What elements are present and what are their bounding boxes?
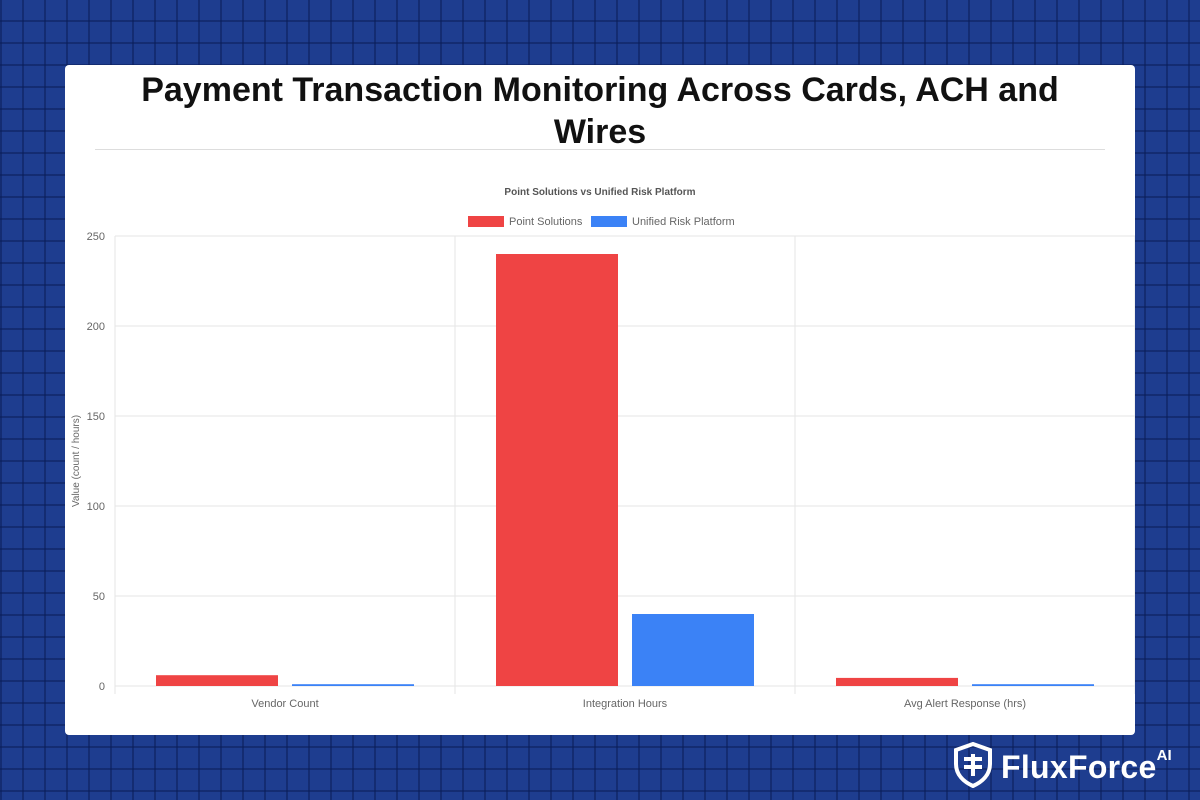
brand-suffix: AI [1156, 746, 1172, 764]
legend-swatch-unified-platform[interactable] [591, 216, 627, 227]
y-tick-label: 50 [93, 591, 105, 603]
legend-label-unified-platform[interactable]: Unified Risk Platform [632, 216, 735, 228]
brand-name: FluxForce [1001, 748, 1157, 785]
chart-card: Payment Transaction Monitoring Across Ca… [65, 65, 1135, 735]
chart-title: Point Solutions vs Unified Risk Platform [504, 187, 695, 198]
page-title: Payment Transaction Monitoring Across Ca… [141, 71, 1059, 151]
y-axis-label: Value (count / hours) [71, 415, 82, 507]
bar-point-solutions[interactable] [496, 254, 618, 686]
bar-unified-platform[interactable] [632, 614, 754, 686]
legend: Point Solutions Unified Risk Platform [468, 216, 735, 228]
brand-logo: FluxForce AI [953, 741, 1172, 793]
y-tick-label: 150 [87, 411, 105, 423]
bar-unified-platform[interactable] [972, 684, 1094, 686]
legend-swatch-point-solutions[interactable] [468, 216, 504, 227]
y-axis-ticks: 0 50 100 150 200 250 [87, 231, 105, 693]
y-tick-label: 100 [87, 501, 105, 513]
bar-unified-platform[interactable] [292, 684, 414, 686]
x-tick-label: Vendor Count [251, 698, 318, 710]
y-tick-label: 200 [87, 321, 105, 333]
y-tick-label: 0 [99, 681, 105, 693]
x-tick-label: Integration Hours [583, 698, 668, 710]
grid-lines [114, 235, 1135, 694]
shield-icon [953, 741, 993, 793]
y-tick-label: 250 [87, 231, 105, 243]
bars [156, 254, 1094, 686]
legend-label-point-solutions[interactable]: Point Solutions [509, 216, 583, 228]
x-axis-ticks: Vendor Count Integration Hours Avg Alert R… [251, 698, 1026, 710]
bar-point-solutions[interactable] [156, 675, 278, 686]
bar-chart: Point Solutions vs Unified Risk Platform… [71, 187, 1135, 710]
title-divider [95, 149, 1105, 150]
x-tick-label: Avg Alert Response (hrs) [904, 698, 1026, 710]
bar-point-solutions[interactable] [836, 677, 958, 686]
